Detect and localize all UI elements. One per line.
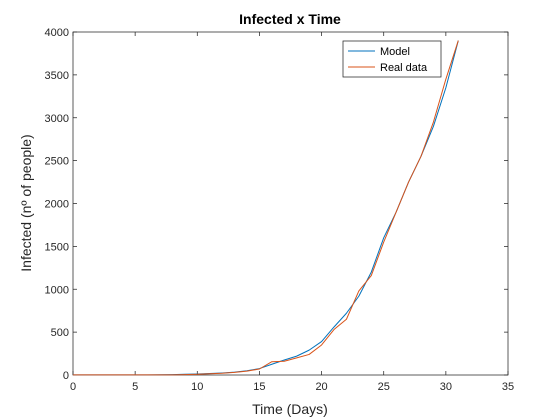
y-tick-label: 4000 xyxy=(45,27,69,39)
plot-area xyxy=(72,31,509,376)
x-tick-label: 15 xyxy=(253,381,265,393)
x-tick-label: 20 xyxy=(315,381,327,393)
series-line-real-data xyxy=(73,40,459,376)
x-tick-label: 35 xyxy=(502,381,514,393)
x-tick-label: 0 xyxy=(70,381,76,393)
y-tick-label: 1500 xyxy=(45,241,69,253)
x-tick-label: 25 xyxy=(378,381,390,393)
x-tick-label: 5 xyxy=(132,381,138,393)
legend-entry: Model xyxy=(380,46,410,58)
y-axis-label: Infected (nº of people) xyxy=(18,134,34,271)
chart-title: Infected x Time xyxy=(239,11,341,27)
y-tick-label: 2000 xyxy=(45,199,69,211)
y-tick-label: 500 xyxy=(51,327,69,339)
y-tick-label: 3000 xyxy=(45,113,69,125)
y-tick-label: 3500 xyxy=(45,70,69,82)
x-axis-label: Time (Days) xyxy=(252,401,328,417)
legend: Model Real data xyxy=(342,40,442,78)
y-tick-label: 2500 xyxy=(45,156,69,168)
x-tick-label: 10 xyxy=(191,381,203,393)
legend-box xyxy=(342,40,442,78)
legend-entry: Real data xyxy=(380,62,428,74)
axis-ticks: 0 5 10 15 20 25 30 35 0 500 1000 1500 2000 2500 3000 35… xyxy=(45,27,515,393)
series-lines xyxy=(73,40,459,376)
y-tick-label: 1000 xyxy=(45,284,69,296)
x-tick-label: 30 xyxy=(440,381,452,393)
y-tick-label: 0 xyxy=(63,370,69,382)
